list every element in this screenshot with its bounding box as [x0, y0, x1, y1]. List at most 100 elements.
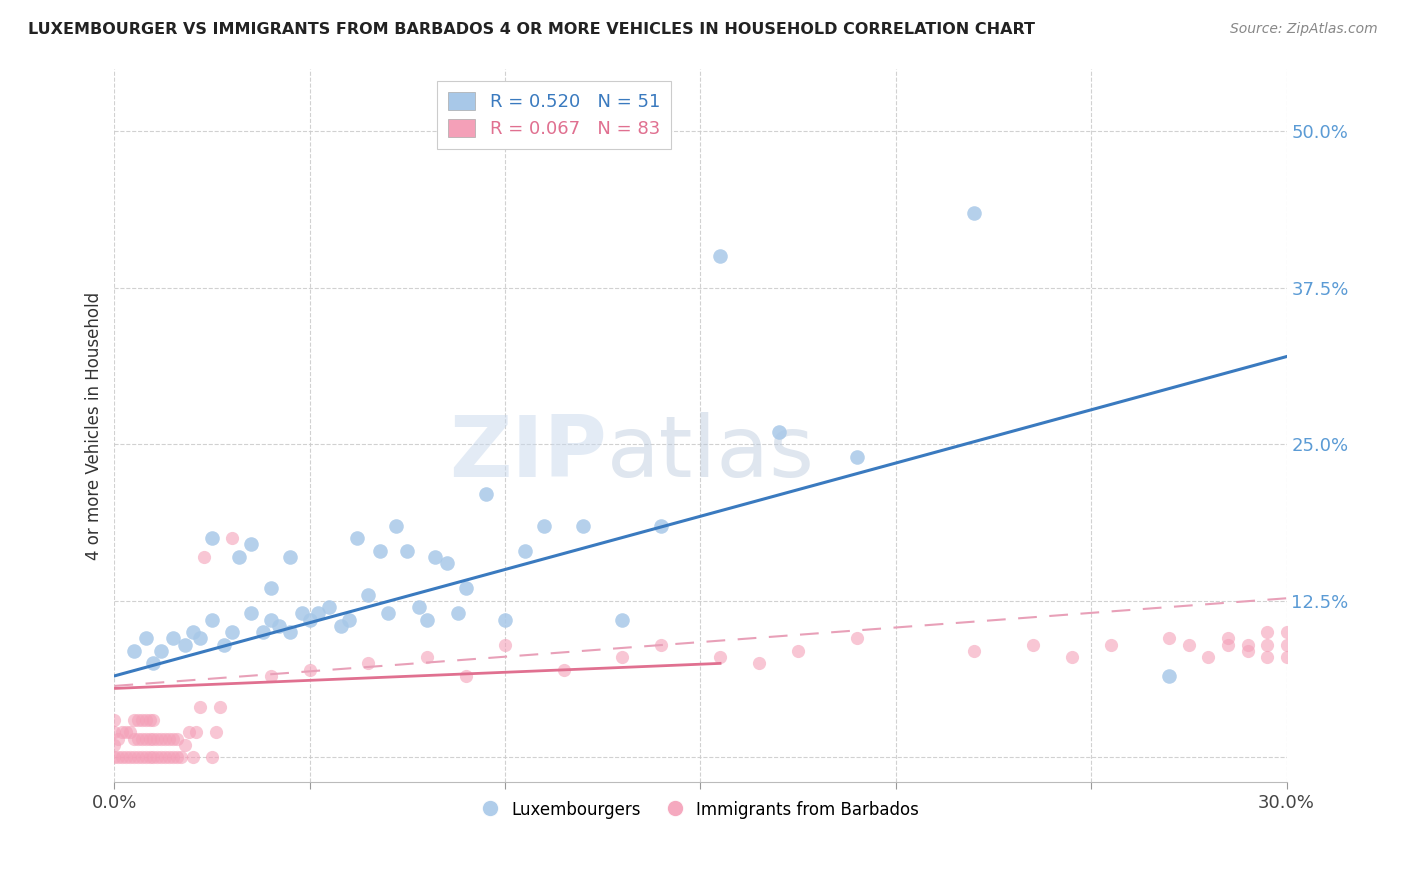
Point [146, 731, 169, 746]
Point [787, 644, 810, 658]
Point [155, 750, 177, 764]
Point [162, 731, 184, 746]
Point [157, 750, 180, 764]
Point [173, 738, 195, 752]
Point [166, 731, 188, 746]
Point [1216, 638, 1239, 652]
Text: LUXEMBOURGER VS IMMIGRANTS FROM BARBADOS 4 OR MORE VEHICLES IN HOUSEHOLD CORRELA: LUXEMBOURGER VS IMMIGRANTS FROM BARBADOS… [28, 22, 1035, 37]
Point [142, 731, 165, 746]
Text: atlas: atlas [607, 412, 814, 495]
Point [127, 750, 149, 764]
Point [278, 549, 301, 564]
Point [150, 731, 173, 746]
Point [260, 613, 283, 627]
Point [298, 613, 321, 627]
Point [768, 425, 790, 439]
Point [138, 713, 160, 727]
Point [1216, 632, 1239, 646]
Point [111, 750, 134, 764]
Point [228, 549, 250, 564]
Point [330, 619, 353, 633]
Point [1256, 638, 1278, 652]
Point [193, 549, 215, 564]
Point [1236, 638, 1258, 652]
Point [1021, 638, 1043, 652]
Point [208, 700, 231, 714]
Point [142, 657, 165, 671]
Point [135, 731, 157, 746]
Point [416, 613, 439, 627]
Point [408, 600, 430, 615]
Point [131, 713, 153, 727]
Point [1275, 650, 1298, 665]
Point [357, 657, 380, 671]
Point [173, 638, 195, 652]
Point [454, 669, 477, 683]
Point [127, 713, 149, 727]
Point [205, 725, 228, 739]
Point [1159, 632, 1181, 646]
Point [1256, 650, 1278, 665]
Point [513, 543, 536, 558]
Point [155, 731, 177, 746]
Point [170, 750, 193, 764]
Point [572, 518, 595, 533]
Point [181, 750, 204, 764]
Point [377, 607, 399, 621]
Point [122, 750, 145, 764]
Point [1256, 625, 1278, 640]
Point [318, 600, 340, 615]
Point [436, 556, 458, 570]
Point [127, 731, 149, 746]
Point [107, 750, 129, 764]
Y-axis label: 4 or more Vehicles in Household: 4 or more Vehicles in Household [86, 292, 103, 559]
Point [963, 205, 986, 219]
Legend: Luxembourgers, Immigrants from Barbados: Luxembourgers, Immigrants from Barbados [475, 794, 927, 825]
Point [118, 750, 141, 764]
Point [181, 625, 204, 640]
Point [494, 613, 516, 627]
Point [157, 731, 180, 746]
Point [845, 632, 868, 646]
Point [709, 650, 731, 665]
Point [166, 750, 188, 764]
Point [474, 487, 496, 501]
Point [122, 731, 145, 746]
Point [122, 644, 145, 658]
Point [1236, 644, 1258, 658]
Point [650, 638, 672, 652]
Text: ZIP: ZIP [449, 412, 607, 495]
Point [115, 750, 138, 764]
Point [307, 607, 329, 621]
Point [240, 607, 263, 621]
Point [963, 644, 986, 658]
Point [260, 581, 283, 595]
Point [291, 607, 314, 621]
Point [447, 607, 470, 621]
Point [107, 731, 129, 746]
Point [131, 731, 153, 746]
Point [135, 713, 157, 727]
Point [748, 657, 770, 671]
Text: Source: ZipAtlas.com: Source: ZipAtlas.com [1230, 22, 1378, 37]
Point [260, 669, 283, 683]
Point [1060, 650, 1083, 665]
Point [115, 725, 138, 739]
Point [142, 750, 165, 764]
Point [118, 725, 141, 739]
Point [162, 750, 184, 764]
Point [346, 531, 368, 545]
Point [103, 738, 125, 752]
Point [553, 663, 575, 677]
Point [201, 750, 224, 764]
Point [150, 644, 173, 658]
Point [122, 713, 145, 727]
Point [423, 549, 446, 564]
Point [298, 663, 321, 677]
Point [1178, 638, 1201, 652]
Point [384, 518, 406, 533]
Point [103, 713, 125, 727]
Point [240, 537, 263, 551]
Point [135, 632, 157, 646]
Point [337, 613, 360, 627]
